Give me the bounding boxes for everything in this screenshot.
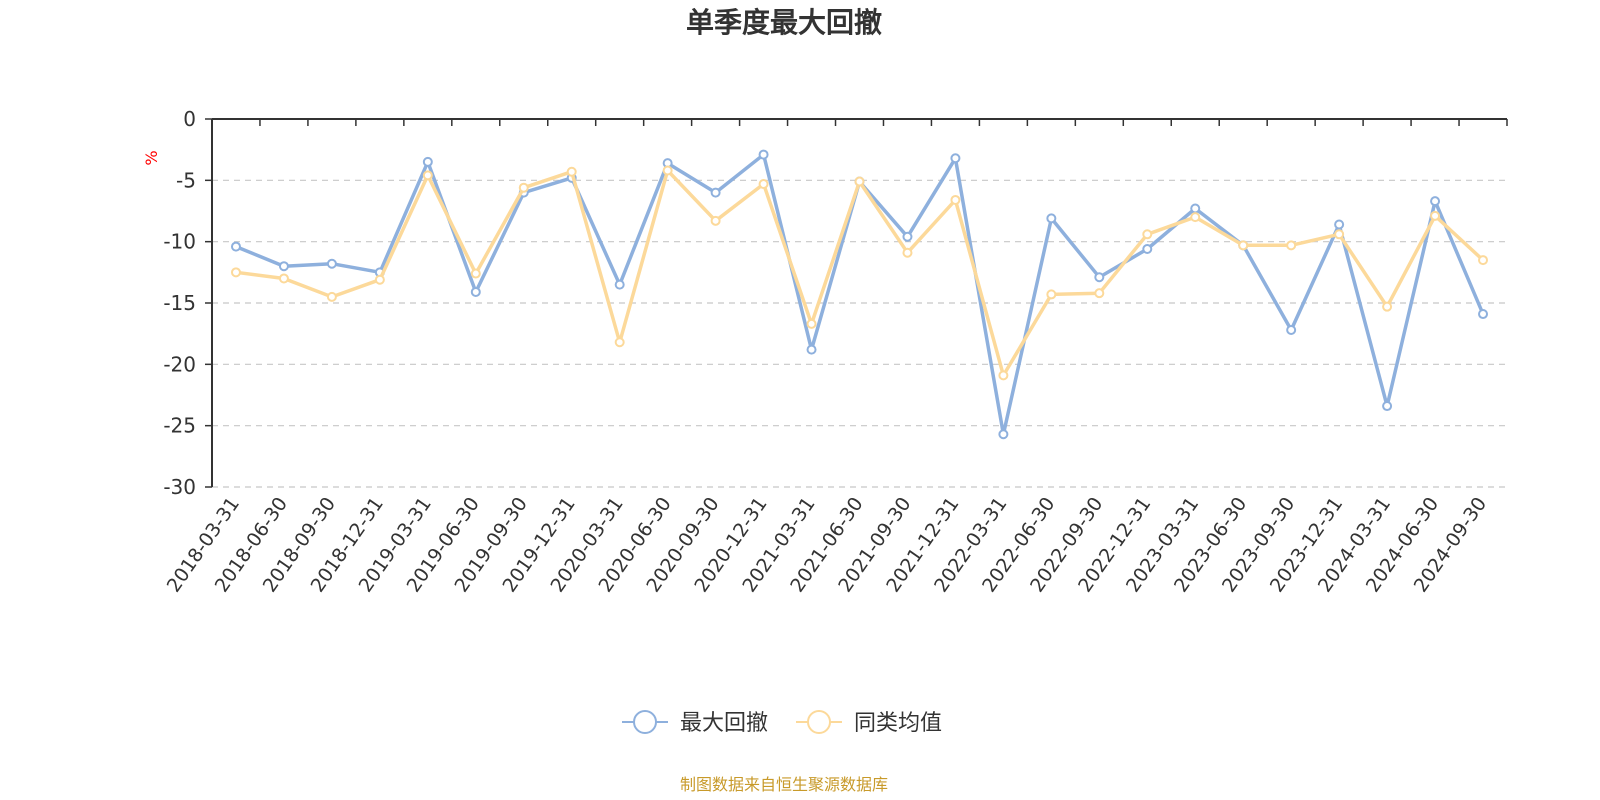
data-point	[614, 279, 625, 290]
y-tick-label: -20	[163, 352, 196, 376]
data-point	[758, 149, 769, 160]
data-point	[998, 370, 1009, 381]
data-point	[662, 165, 673, 176]
data-point	[902, 247, 913, 258]
y-axis-unit: %	[142, 150, 161, 165]
legend-item[interactable]: 同类均值	[796, 710, 942, 736]
data-point	[230, 241, 241, 252]
data-point	[1190, 203, 1201, 214]
data-point	[1478, 255, 1489, 266]
data-point	[566, 166, 577, 177]
data-point	[1382, 301, 1393, 312]
data-point	[1334, 219, 1345, 230]
legend-label: 最大回撤	[680, 711, 768, 736]
y-tick-label: 0	[183, 107, 196, 131]
data-point	[1286, 324, 1297, 335]
data-point	[1142, 244, 1153, 255]
data-point	[1430, 196, 1441, 207]
data-point	[614, 337, 625, 348]
data-point	[470, 286, 481, 297]
data-point	[1334, 229, 1345, 240]
data-point	[470, 268, 481, 279]
data-point	[1190, 212, 1201, 223]
data-point	[422, 156, 433, 167]
data-point	[230, 267, 241, 278]
chart-title: 单季度最大回撤	[686, 6, 882, 39]
data-point	[950, 153, 961, 164]
data-point	[1382, 401, 1393, 412]
y-tick-label: -25	[163, 414, 196, 438]
data-point	[1478, 309, 1489, 320]
series-line	[235, 152, 1485, 437]
data-point	[326, 258, 337, 269]
source-note: 制图数据来自恒生聚源数据库	[680, 775, 888, 794]
series-lines	[230, 149, 1489, 440]
data-point	[902, 231, 913, 242]
legend-item[interactable]: 最大回撤	[622, 710, 768, 736]
data-point	[278, 273, 289, 284]
data-point	[374, 274, 385, 285]
legend[interactable]: 最大回撤 同类均值	[622, 710, 942, 736]
legend-marker	[807, 710, 831, 734]
data-point	[710, 187, 721, 198]
legend-marker	[633, 710, 657, 734]
series-line	[235, 168, 1485, 378]
data-point	[854, 176, 865, 187]
data-point	[758, 179, 769, 190]
data-point	[710, 215, 721, 226]
y-tick-label: -10	[163, 230, 196, 254]
data-point	[1046, 213, 1057, 224]
data-point	[1142, 229, 1153, 240]
data-point	[998, 429, 1009, 440]
y-tick-label: -30	[163, 475, 196, 499]
data-point	[422, 170, 433, 181]
data-point	[806, 344, 817, 355]
data-point	[1286, 240, 1297, 251]
data-point	[1094, 272, 1105, 283]
data-point	[806, 318, 817, 329]
data-point	[950, 194, 961, 205]
y-tick-label: -5	[176, 168, 196, 192]
data-point	[1238, 240, 1249, 251]
legend-label: 同类均值	[854, 711, 942, 736]
data-point	[326, 291, 337, 302]
data-point	[278, 261, 289, 272]
data-point	[1094, 288, 1105, 299]
data-point	[518, 182, 529, 193]
data-point	[1430, 210, 1441, 221]
y-tick-label: -15	[163, 291, 196, 315]
data-point	[1046, 289, 1057, 300]
